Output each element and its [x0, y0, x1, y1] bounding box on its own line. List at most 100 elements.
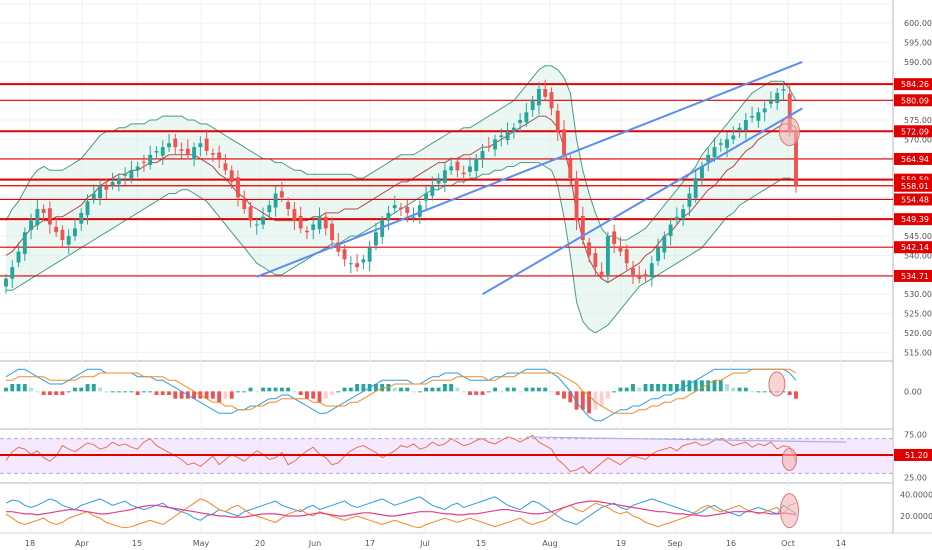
candle [605, 231, 610, 282]
candle-body [530, 100, 535, 110]
level-tag-background [894, 269, 932, 282]
candle [41, 204, 46, 220]
candle-body [706, 154, 711, 162]
level-price-tag: 554.48 [894, 193, 932, 206]
price-tick-label: 595.00 [904, 39, 932, 48]
candle-body [91, 193, 96, 199]
candle-body [486, 146, 491, 148]
macd-histogram-bar [91, 384, 96, 392]
candle [612, 224, 617, 254]
candle-body [631, 267, 635, 275]
rsi-panel [0, 434, 893, 474]
candle [279, 181, 284, 203]
macd-histogram-bar [687, 380, 692, 392]
candle [123, 167, 128, 186]
candle-body [355, 263, 360, 268]
candle-body [543, 89, 548, 97]
dmi-panel [5, 493, 799, 529]
candle [574, 171, 579, 230]
time-tick-label: Apr [75, 539, 90, 548]
macd-histogram-bar [618, 387, 623, 392]
candle-body [442, 170, 447, 183]
macd-histogram-bar [98, 387, 102, 392]
macd-histogram-bar [330, 391, 334, 395]
macd-histogram-bar [756, 391, 761, 393]
candle-body [35, 209, 40, 226]
candle [449, 157, 454, 175]
macd-histogram-bar [405, 387, 410, 392]
candle [536, 82, 541, 115]
candle-body [499, 135, 504, 138]
candle-body [794, 131, 798, 186]
candle [624, 244, 629, 271]
candle [442, 163, 447, 192]
candle [267, 200, 272, 220]
level-tag-label: 564.94 [901, 155, 929, 164]
candle [292, 202, 297, 230]
macd-histogram-bar [35, 391, 40, 393]
candle-body [756, 112, 761, 121]
level-price-tag: 549.39 [894, 213, 932, 226]
macd-histogram-bar [317, 391, 322, 403]
macd-histogram-bar [217, 391, 222, 403]
candle-body [449, 166, 454, 171]
macd-histogram-bar [794, 391, 798, 399]
candle-body [192, 147, 197, 160]
macd-histogram-bar [348, 387, 353, 392]
macd-histogram-bar [468, 391, 472, 395]
macd-histogram-bar [455, 387, 460, 392]
macd-histogram-bar [574, 391, 579, 410]
candle [430, 176, 435, 201]
macd-histogram-bar [135, 391, 140, 395]
candle-body [173, 138, 178, 148]
level-tag-background [894, 213, 932, 226]
candle-body [22, 232, 27, 254]
candle-body [430, 185, 435, 196]
candle-body [737, 127, 742, 131]
level-tag-label: 558.01 [901, 182, 929, 191]
time-tick-label: 18 [25, 539, 35, 548]
macd-histogram-bar [411, 391, 416, 393]
macd-histogram-bar [461, 391, 466, 393]
macd-histogram-bar [674, 384, 679, 392]
candle [185, 139, 190, 160]
macd-histogram-bar [599, 391, 604, 406]
candle [60, 225, 65, 247]
candle [298, 206, 303, 234]
price-tick-label: 530.00 [904, 290, 932, 299]
time-tick-label: 15 [132, 539, 142, 548]
macd-histogram-bar [10, 384, 15, 392]
bollinger-upper-band [5, 65, 797, 241]
candle-body [549, 92, 554, 109]
candle-body [731, 135, 736, 140]
macd-histogram-bar [311, 391, 316, 399]
candle-body [330, 223, 334, 240]
candle [631, 260, 635, 285]
candle-body [298, 216, 303, 229]
candle-body [4, 278, 8, 287]
candle [424, 186, 429, 210]
candle-body [762, 108, 767, 113]
candle [367, 240, 372, 271]
price-axis: 600.00595.00590.00585.00580.00575.00570.… [894, 19, 932, 521]
candle-body [179, 149, 184, 151]
candle-body [768, 100, 773, 104]
candle-body [524, 112, 529, 123]
candle-body [154, 150, 159, 153]
level-price-tag: 584.26 [894, 78, 932, 91]
macd-histogram-bar [273, 387, 278, 392]
macd-histogram-bar [712, 380, 717, 392]
candle [750, 106, 755, 123]
macd-signal-line [6, 368, 797, 414]
macd-histogram-bar [60, 391, 65, 395]
candle-body [242, 199, 247, 210]
candle [486, 137, 491, 152]
candle [568, 154, 573, 186]
candle-body [273, 193, 278, 208]
candle-body [700, 166, 704, 179]
candle-body [60, 229, 65, 240]
candle-body [649, 263, 654, 278]
candle [160, 140, 165, 165]
candle-body [474, 158, 479, 172]
trendline [482, 107, 803, 296]
